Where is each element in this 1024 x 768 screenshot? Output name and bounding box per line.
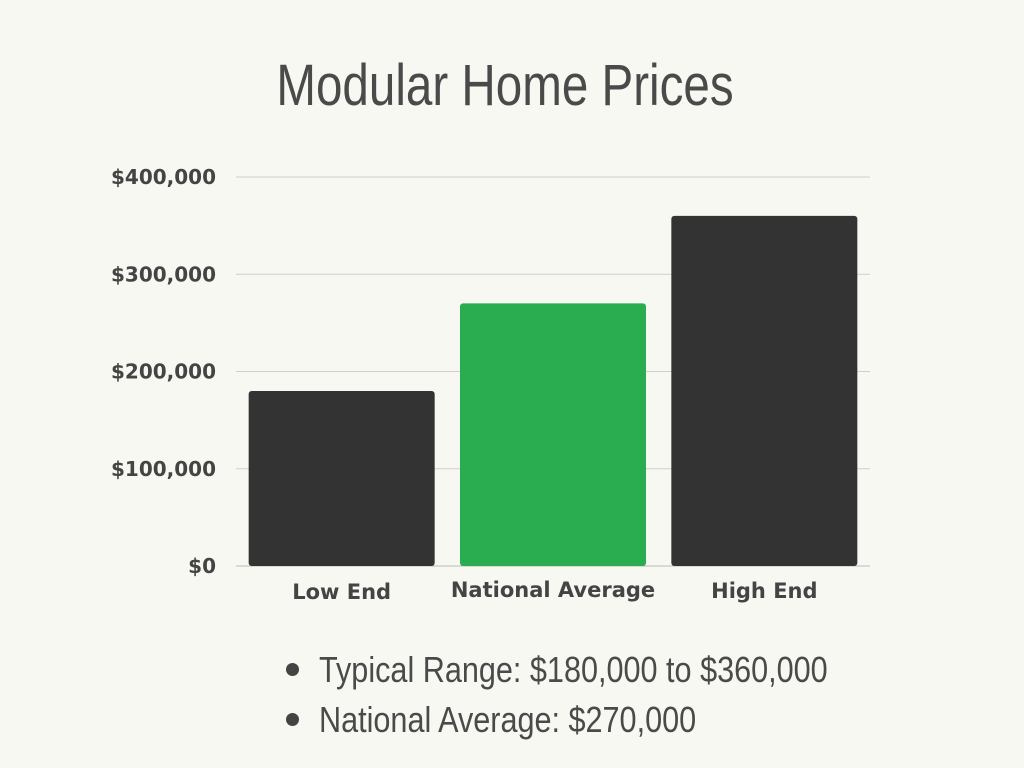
summary-item-national-average: National Average: $270,000 <box>286 695 917 745</box>
bar-chart: $0 $100,000 $200,000 $300,000 $400,000 Low E… <box>111 165 870 604</box>
chart-title: Modular Home Prices <box>276 53 734 118</box>
x-axis-labels: Low End National Average High End <box>292 578 817 604</box>
bar <box>671 215 858 566</box>
summary-list: Typical Range: $180,000 to $360,000 Nati… <box>286 645 917 745</box>
y-axis-ticks: $0 $100,000 $200,000 $300,000 $400,000 <box>111 165 216 578</box>
y-tick-label: $300,000 <box>111 262 216 286</box>
y-tick-label: $100,000 <box>111 457 216 481</box>
summary-text: Typical Range: $180,000 to $360,000 <box>319 649 828 690</box>
x-tick-label: National Average <box>451 578 655 602</box>
bullet-icon <box>286 712 299 726</box>
x-tick-label: High End <box>711 579 817 603</box>
y-tick-label: $200,000 <box>111 360 216 384</box>
summary-item-typical-range: Typical Range: $180,000 to $360,000 <box>286 645 917 695</box>
y-tick-label: $0 <box>188 554 216 578</box>
x-tick-label: Low End <box>292 580 391 604</box>
bars <box>248 215 858 566</box>
bullet-icon <box>286 662 299 676</box>
bar <box>248 390 435 566</box>
bar <box>460 303 646 566</box>
summary-text: National Average: $270,000 <box>319 699 697 740</box>
y-tick-label: $400,000 <box>111 165 216 189</box>
